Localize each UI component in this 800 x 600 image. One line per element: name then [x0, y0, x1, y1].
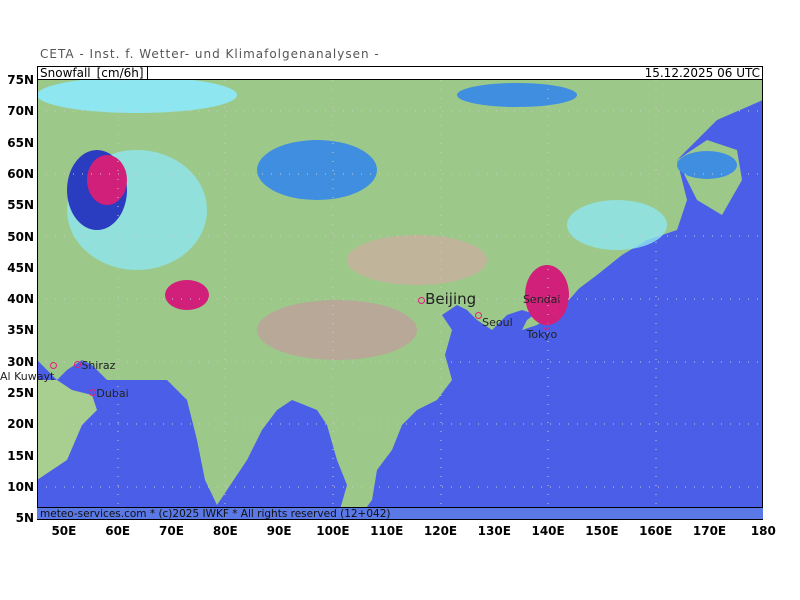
lat-tick-label: 30N — [7, 354, 34, 369]
city-marker-icon — [89, 388, 97, 396]
lat-tick-label: 70N — [7, 104, 34, 119]
lat-tick-label: 75N — [7, 73, 34, 87]
city-label: Al Kuwayt — [0, 370, 55, 383]
lon-tick-label: 150E — [585, 524, 619, 538]
lat-tick-label: 20N — [7, 417, 34, 432]
city-label: Tokyo — [526, 328, 558, 342]
map-frame — [37, 66, 763, 520]
city-label: Dubai — [96, 386, 129, 400]
lon-tick-label: 70E — [159, 524, 184, 538]
lat-tick-label: 50N — [7, 229, 34, 244]
city-marker-icon — [543, 323, 551, 331]
snow-japan — [525, 265, 569, 325]
lat-tick-label: 25N — [7, 386, 34, 400]
city-label: Shiraz — [81, 359, 116, 373]
lon-tick-label: 110E — [370, 524, 404, 538]
city-label: Seoul — [482, 315, 513, 329]
land-eurasia — [37, 80, 763, 520]
lon-tick-label: 60E — [105, 524, 131, 538]
city-marker-icon — [418, 296, 426, 304]
lat-tick-label: 60N — [7, 166, 34, 181]
snow-far-east — [567, 200, 667, 250]
lon-tick-label: 90E — [266, 524, 292, 538]
lat-tick-label: 5N — [15, 511, 34, 526]
lon-tick-label: 130E — [477, 524, 511, 538]
lon-tick-label: 80E — [212, 524, 238, 538]
snow-extreme-urals — [87, 155, 127, 205]
snowfall-map — [37, 80, 763, 520]
city-marker-icon — [475, 311, 483, 319]
snow-arctic-east — [457, 83, 577, 107]
lat-tick-label: 45N — [7, 260, 34, 275]
lat-tick-label: 40N — [7, 292, 34, 307]
snow-siberia — [257, 140, 377, 200]
variable-label: Snowfall_[cm/6h] — [40, 67, 148, 79]
snow-extreme-central — [165, 280, 209, 310]
lat-tick-label: 65N — [7, 135, 34, 150]
copyright-footer: meteo-services.com * (c)2025 IWKF * All … — [37, 507, 763, 520]
lon-tick-label: 180 — [750, 524, 776, 538]
lon-tick-label: 170E — [692, 524, 727, 538]
city-marker-icon — [549, 306, 557, 314]
city-marker-icon — [74, 361, 82, 369]
lat-tick-label: 15N — [7, 448, 34, 463]
land-arabia — [37, 380, 97, 480]
lon-tick-label: 160E — [639, 524, 673, 538]
lon-tick-label: 50E — [51, 524, 77, 538]
city-marker-icon — [50, 362, 58, 370]
lat-tick-label: 35N — [7, 323, 34, 338]
lon-tick-label: 140E — [531, 524, 565, 538]
lat-tick-label: 55N — [7, 198, 34, 213]
city-label: Sendai — [522, 292, 561, 306]
snow-kamchatka — [677, 151, 737, 179]
land-japan — [522, 250, 592, 330]
header-title: CETA - Inst. f. Wetter- und Klimafolgena… — [40, 47, 380, 61]
valid-time: 15.12.2025 06 UTC — [644, 66, 760, 80]
mongolia-plateau — [347, 235, 487, 285]
city-label: Beijing — [425, 289, 477, 308]
lon-tick-label: 100E — [316, 524, 350, 538]
lon-tick-label: 120E — [423, 524, 458, 538]
snow-arctic — [37, 80, 237, 113]
lat-tick-label: 10N — [7, 479, 34, 494]
tibet-plateau — [257, 300, 417, 360]
